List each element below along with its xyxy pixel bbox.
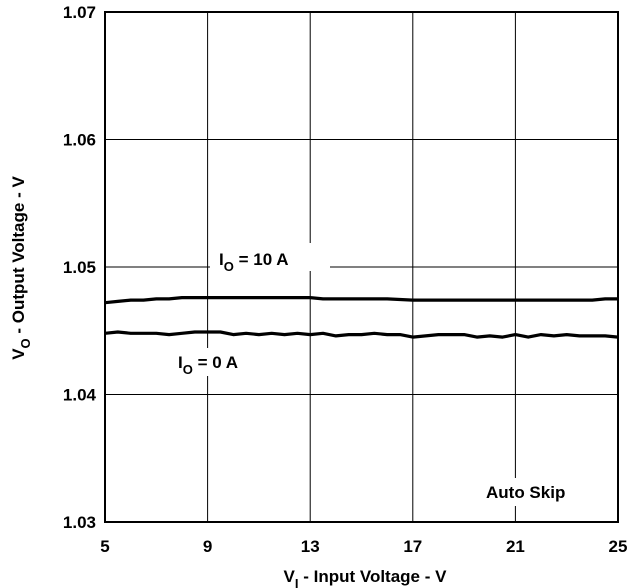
y-tick-labels: 1.03 1.04 1.05 1.06 1.07 [63,3,97,532]
label-io0-background [170,348,270,376]
y-tick-label: 1.07 [63,3,96,22]
series-line-io-10a [104,296,618,305]
y-tick-label: 1.05 [63,258,96,277]
label-mode-background [478,478,588,506]
label-mode: Auto Skip [486,483,565,502]
label-io10-background [210,243,330,271]
x-tick-label: 25 [609,537,628,556]
x-tick-label: 17 [403,537,422,556]
y-axis-title: VO - Output Voltage - V [9,176,33,360]
x-tick-labels: 5 9 13 17 21 25 [100,537,627,556]
x-axis-title: VI - Input Voltage - V [284,567,448,588]
series-layer [104,296,619,339]
plot-frame [104,11,619,523]
grid [105,12,618,522]
label-io0: IO = 0 A [178,353,238,377]
x-tick-label: 5 [100,537,109,556]
y-tick-label: 1.03 [63,513,96,532]
label-io10: IO = 10 A [219,250,289,274]
x-tick-label: 21 [506,537,525,556]
y-tick-label: 1.04 [63,386,97,405]
x-tick-label: 13 [301,537,320,556]
x-tick-label: 9 [203,537,212,556]
series-line-io-0a [104,330,619,339]
y-tick-label: 1.06 [63,131,96,150]
